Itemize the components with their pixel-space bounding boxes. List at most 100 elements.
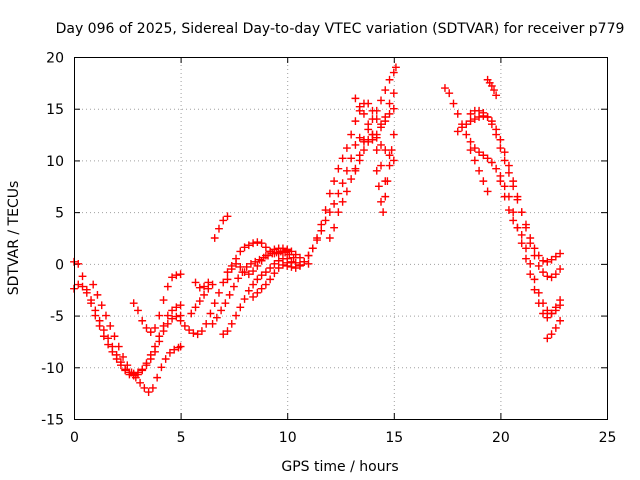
data-point — [114, 342, 123, 351]
data-point — [134, 306, 142, 315]
data-point — [176, 342, 185, 351]
data-point — [296, 253, 304, 262]
data-point — [441, 84, 449, 92]
data-point — [291, 250, 300, 259]
data-point — [490, 86, 498, 94]
data-point — [104, 340, 113, 349]
data-point — [249, 280, 257, 289]
data-point — [261, 280, 270, 289]
y-tick-label: 20 — [46, 51, 64, 67]
data-point — [253, 262, 262, 270]
data-point — [453, 109, 462, 118]
data-point — [368, 115, 377, 123]
data-point — [385, 109, 394, 118]
data-point — [543, 306, 552, 315]
data-point — [157, 363, 166, 372]
data-point — [223, 327, 232, 335]
data-point — [385, 75, 394, 84]
x-tick-label: 0 — [70, 430, 79, 446]
data-point — [146, 355, 155, 363]
data-point — [496, 177, 505, 186]
data-point — [279, 247, 287, 256]
data-point — [539, 309, 547, 318]
data-point — [385, 161, 394, 170]
data-point — [475, 106, 483, 115]
data-point — [204, 278, 213, 287]
data-point — [304, 251, 313, 260]
data-point — [543, 272, 552, 281]
data-point — [509, 216, 518, 225]
data-point — [155, 337, 164, 346]
plot-frame — [74, 57, 608, 420]
data-point — [82, 288, 91, 297]
data-point — [176, 270, 185, 279]
data-point — [377, 197, 385, 206]
data-point — [513, 195, 522, 204]
data-point — [249, 267, 257, 275]
data-point — [151, 324, 159, 332]
data-point — [517, 239, 526, 248]
data-point — [462, 130, 471, 139]
data-point — [347, 154, 356, 163]
data-point — [530, 275, 539, 284]
data-point — [547, 330, 556, 339]
data-point — [500, 156, 509, 165]
data-point — [193, 330, 202, 339]
data-series — [191, 278, 213, 292]
data-point — [351, 166, 360, 175]
data-point — [377, 141, 385, 149]
data-point — [347, 130, 356, 139]
data-point — [334, 208, 343, 217]
data-point — [492, 130, 501, 139]
data-point — [342, 166, 351, 175]
data-series — [466, 146, 492, 196]
data-series — [351, 94, 390, 186]
y-tick-label: 0 — [55, 257, 64, 273]
data-point — [470, 144, 479, 152]
data-point — [505, 161, 513, 170]
data-point — [274, 264, 283, 272]
data-point — [200, 282, 208, 291]
data-point — [500, 148, 509, 157]
data-point — [159, 296, 168, 304]
data-point — [351, 94, 360, 103]
data-point — [274, 256, 283, 265]
data-point — [530, 244, 539, 253]
data-point — [153, 373, 162, 382]
data-point — [266, 275, 275, 284]
data-point — [551, 324, 560, 332]
data-point — [176, 301, 185, 310]
data-point — [372, 133, 381, 142]
data-point — [479, 151, 488, 160]
data-point — [374, 182, 383, 191]
data-point — [227, 319, 236, 328]
data-point — [317, 220, 326, 229]
data-point — [355, 133, 364, 142]
data-point — [232, 254, 240, 263]
data-point — [163, 311, 172, 320]
data-point — [180, 322, 189, 330]
data-point — [202, 319, 211, 328]
data-point — [313, 236, 321, 244]
data-point — [93, 290, 102, 299]
data-point — [74, 280, 83, 289]
data-point — [317, 226, 326, 235]
axis-ticks: 0 5 10 15 20 25 -15 -10 -5 0 5 10 15 20 — [41, 51, 616, 447]
data-point — [221, 299, 230, 308]
data-series — [208, 247, 298, 328]
x-tick-label: 10 — [279, 430, 297, 446]
data-point — [338, 197, 347, 206]
data-point — [172, 271, 181, 280]
data-point — [347, 175, 356, 183]
data-point — [377, 123, 385, 132]
data-point — [351, 141, 360, 149]
data-point — [517, 230, 526, 239]
data-series — [129, 270, 185, 337]
data-point — [234, 274, 243, 283]
data-point — [355, 156, 364, 165]
data-point — [360, 109, 368, 118]
data-point — [505, 168, 513, 177]
data-point — [483, 187, 492, 196]
data-point — [244, 286, 253, 295]
data-point — [513, 223, 522, 232]
